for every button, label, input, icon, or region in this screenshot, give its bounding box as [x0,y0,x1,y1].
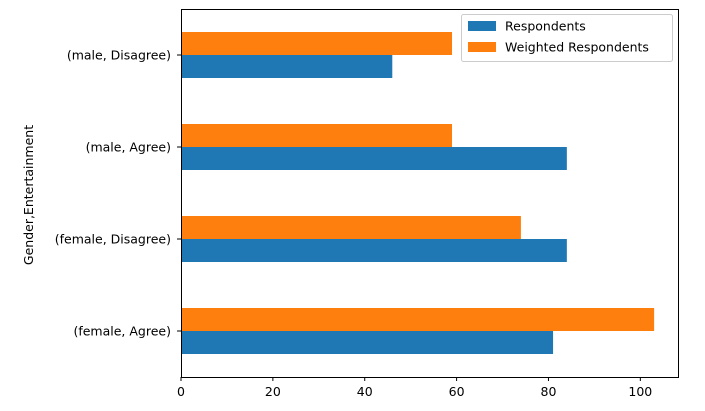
x-tick-label: 80 [541,384,557,399]
bar-weighted-respondents-2 [181,124,453,147]
y-tick-label: (female, Agree) [73,324,171,339]
bar-respondents-2 [181,147,567,170]
x-tick-label: 40 [357,384,373,399]
x-tick-label: 0 [177,384,185,399]
x-axis: 0 20 40 60 80 100 [177,377,652,399]
legend-swatch-weighted-respondents [468,42,496,52]
y-axis: (female, Agree) (female, Disagree) (male, … [55,48,181,339]
x-tick-label: 60 [449,384,465,399]
x-tick-label: 100 [628,384,652,399]
legend-box [461,14,673,62]
bar-weighted-respondents-1 [181,216,521,239]
y-tick-label: (male, Disagree) [67,48,171,63]
y-tick-label: (male, Agree) [86,140,171,155]
x-tick-label: 20 [265,384,281,399]
legend-label-weighted-respondents: Weighted Respondents [505,40,649,55]
plot-frame [181,9,679,378]
legend-swatch-respondents [468,21,496,31]
bar-weighted-respondents-0 [181,308,655,331]
y-tick-label: (female, Disagree) [55,232,171,247]
bars-layer [181,32,655,354]
y-axis-title: Gender,Entertainment [21,125,36,265]
bar-respondents-3 [181,55,393,78]
legend-label-respondents: Respondents [505,19,586,34]
legend: Respondents Weighted Respondents [461,14,673,62]
bar-respondents-0 [181,331,554,354]
bar-weighted-respondents-3 [181,32,453,55]
bar-respondents-1 [181,239,567,262]
